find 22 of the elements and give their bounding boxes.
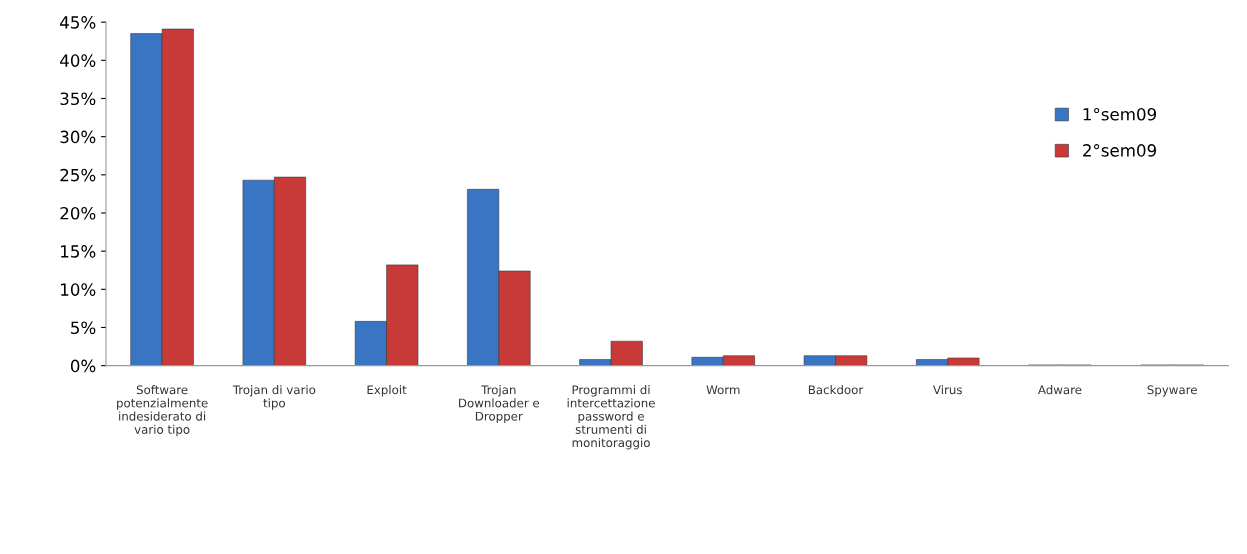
legend-label: 1°sem09 bbox=[1083, 107, 1157, 121]
y-tick-label: 0% bbox=[70, 359, 96, 373]
x-tick-label: Spyware bbox=[1147, 385, 1197, 397]
x-tick-label: Exploit bbox=[367, 385, 407, 397]
x-tick-label: Trojan di vario tipo bbox=[232, 385, 316, 410]
y-tick-label: 20% bbox=[60, 206, 96, 220]
y-tick-label: 40% bbox=[60, 54, 96, 67]
y-tick-label: 35% bbox=[60, 92, 96, 106]
y-tick-label: 45% bbox=[60, 16, 96, 29]
legend-label: 2°sem09 bbox=[1083, 144, 1157, 157]
x-tick-label: Worm bbox=[706, 385, 740, 395]
x-tick-label: Software potenzialmente indesiderato di vario tipo bbox=[117, 385, 208, 437]
x-tick-label: Backdoor bbox=[808, 385, 864, 395]
y-tick-label: 15% bbox=[61, 245, 96, 258]
y-tick-label: 5% bbox=[71, 321, 96, 335]
x-tick-label: Programmi di intercettazione password e strumenti di monitoraggio bbox=[567, 385, 655, 450]
y-tick-label: 25% bbox=[60, 168, 96, 182]
x-tick-label: Virus bbox=[933, 385, 962, 395]
y-tick-label: 10% bbox=[61, 283, 96, 296]
y-tick-label: 30% bbox=[60, 130, 96, 144]
x-tick-label: Trojan Downloader e Dropper bbox=[459, 385, 540, 423]
x-tick-label: Adware bbox=[1037, 385, 1082, 395]
